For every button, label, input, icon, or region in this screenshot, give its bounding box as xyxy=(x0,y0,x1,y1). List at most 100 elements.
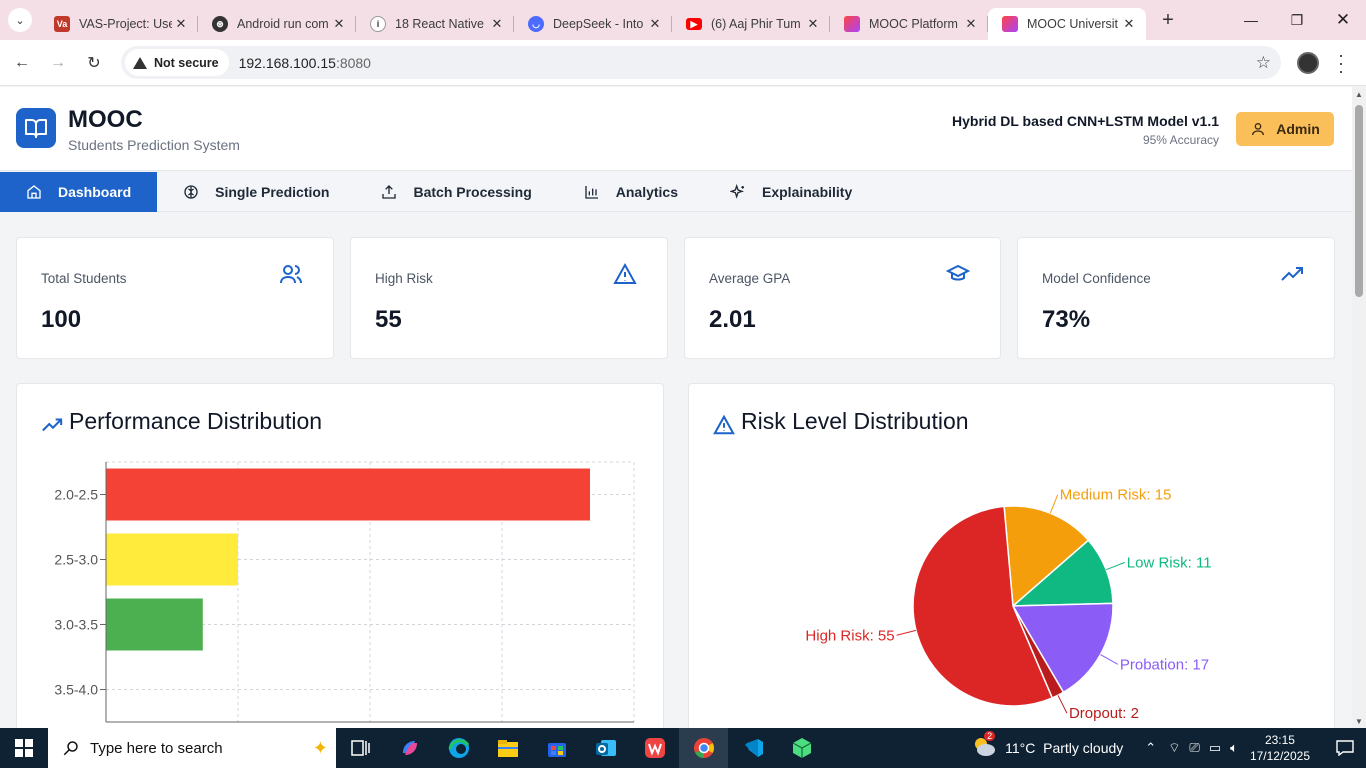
show-hidden-icons-icon[interactable]: ⌃ xyxy=(1145,740,1157,755)
admin-button[interactable]: Admin xyxy=(1236,112,1334,146)
risk-pie-chart: Medium Risk: 15 Low Risk: 11 Probation: 17… xyxy=(805,487,1211,723)
deepseek-favicon-icon: ◡ xyxy=(528,16,544,32)
scroll-up-icon[interactable]: ▲ xyxy=(1355,90,1363,99)
close-icon[interactable]: ✕ xyxy=(807,16,819,31)
y-tick-label: 2.0-2.5 xyxy=(54,487,98,503)
tab-batch-processing[interactable]: Batch Processing xyxy=(355,172,557,212)
url-port: :8080 xyxy=(335,54,371,71)
stat-card-average-gpa: Average GPA 2.01 xyxy=(684,237,1001,359)
pie-slice xyxy=(1011,602,1114,694)
bar xyxy=(106,468,590,521)
task-view-icon[interactable] xyxy=(336,728,385,768)
users-icon xyxy=(280,265,302,284)
tab-analytics[interactable]: Analytics xyxy=(558,172,704,212)
browser-tab[interactable]: Va VAS-Project: Use ✕ xyxy=(40,8,198,40)
start-button[interactable] xyxy=(0,728,48,768)
y-tick-label: 3.0-3.5 xyxy=(54,617,98,633)
url-text[interactable]: 192.168.100.15:8080 xyxy=(239,55,371,71)
stat-label: Model Confidence xyxy=(1042,271,1151,286)
tab-title: Android run com xyxy=(237,17,329,31)
close-icon[interactable]: ✕ xyxy=(1123,16,1135,31)
vscode-icon[interactable] xyxy=(728,728,777,768)
tab-title: (6) Aaj Phir Tum xyxy=(711,17,801,31)
upload-icon xyxy=(382,185,397,199)
forward-button[interactable]: → xyxy=(50,54,66,71)
close-icon[interactable]: ✕ xyxy=(333,16,345,31)
page-scrollbar[interactable]: ▲ ▼ xyxy=(1352,87,1366,728)
bar xyxy=(106,598,203,651)
trending-up-icon xyxy=(1281,267,1303,281)
tab-search-button[interactable]: ⌄ xyxy=(8,8,32,32)
browser-tab[interactable]: ▶ (6) Aaj Phir Tum ✕ xyxy=(672,8,830,40)
close-window-button[interactable]: ✕ xyxy=(1335,10,1351,29)
close-icon[interactable]: ✕ xyxy=(491,16,503,31)
copilot-sparkle-icon: ✦ xyxy=(312,737,328,758)
meet-icon[interactable]: ⎚ xyxy=(1189,740,1200,755)
wps-office-icon[interactable] xyxy=(630,728,679,768)
battery-icon[interactable]: ▭ xyxy=(1208,740,1222,755)
pie-leader-line xyxy=(1057,695,1068,714)
nav-label: Dashboard xyxy=(58,184,132,200)
browser-tab[interactable]: i 18 React Native ✕ xyxy=(356,8,514,40)
omnibox[interactable]: Not secure 192.168.100.15:8080 ☆ xyxy=(121,46,1281,79)
weather-icon[interactable]: 2 xyxy=(971,731,997,761)
close-icon[interactable]: ✕ xyxy=(175,16,187,31)
clock[interactable]: 23:15 17/12/2025 xyxy=(1250,732,1310,764)
back-button[interactable]: ← xyxy=(14,54,30,71)
weather-text[interactable]: 11°C Partly cloudy xyxy=(1005,740,1124,756)
notifications-icon[interactable] xyxy=(1330,728,1360,768)
tab-dashboard[interactable]: Dashboard xyxy=(0,172,158,212)
cube-app-icon[interactable] xyxy=(777,728,826,768)
edge-browser-icon[interactable] xyxy=(434,728,483,768)
browser-tab[interactable]: ⊛ Android run com ✕ xyxy=(198,8,356,40)
scrollbar-thumb[interactable] xyxy=(1355,105,1363,297)
volume-icon[interactable]: 🔈︎ xyxy=(1230,740,1238,755)
network-icon[interactable]: ⌔ xyxy=(1168,740,1181,755)
new-tab-button[interactable]: + xyxy=(1162,8,1174,31)
stat-card-model-confidence: Model Confidence 73% xyxy=(1017,237,1335,359)
taskbar-search[interactable]: Type here to search ✦ xyxy=(48,728,336,768)
browser-tab[interactable]: MOOC Platform ✕ xyxy=(830,8,988,40)
browser-menu-icon[interactable]: · · · xyxy=(1338,45,1344,81)
scroll-down-icon[interactable]: ▼ xyxy=(1355,717,1363,726)
pie-slice-label: Dropout: 2 xyxy=(1069,705,1139,722)
pie-leader-line xyxy=(1100,654,1119,665)
close-icon[interactable]: ✕ xyxy=(965,16,977,31)
tab-title: MOOC Universit xyxy=(1027,17,1118,31)
url-host: 192.168.100.15 xyxy=(238,54,336,71)
tab-single-prediction[interactable]: Single Prediction xyxy=(157,172,355,212)
mooc-favicon-icon xyxy=(1002,16,1018,32)
stat-value: 73% xyxy=(1042,306,1091,333)
tab-title: 18 React Native xyxy=(395,17,484,31)
security-indicator[interactable]: Not secure xyxy=(125,49,229,76)
minimize-button[interactable]: — xyxy=(1244,12,1258,28)
browser-tab[interactable]: ◡ DeepSeek - Into ✕ xyxy=(514,8,672,40)
vas-favicon-icon: Va xyxy=(54,16,70,32)
web-page: MOOC Students Prediction System Hybrid D… xyxy=(0,87,1352,728)
bookmark-star-icon[interactable]: ☆ xyxy=(1255,53,1271,72)
copilot-icon[interactable] xyxy=(385,728,434,768)
chrome-icon[interactable] xyxy=(679,728,728,768)
search-icon xyxy=(63,741,78,756)
user-icon xyxy=(1252,123,1265,136)
graduation-cap-icon xyxy=(946,264,970,281)
close-icon[interactable]: ✕ xyxy=(649,16,661,31)
performance-bar-chart: 2.0-2.5 2.5-3.0 3.0-3.5 3.5-4.0 xyxy=(54,461,635,723)
stat-label: Total Students xyxy=(41,271,127,286)
browser-tab-active[interactable]: MOOC Universit ✕ xyxy=(988,8,1146,40)
tab-explainability[interactable]: Explainability xyxy=(704,172,878,212)
pie-slice-label: Probation: 17 xyxy=(1120,656,1209,673)
pie-slice xyxy=(1010,539,1114,607)
file-explorer-icon[interactable] xyxy=(483,728,532,768)
profile-avatar[interactable] xyxy=(1297,52,1319,74)
stat-label: Average GPA xyxy=(709,271,791,286)
restore-button[interactable]: ❐ xyxy=(1290,11,1304,28)
browser-tab-strip: ⌄ Va VAS-Project: Use ✕ ⊛ Android run co… xyxy=(0,0,1366,40)
outlook-icon[interactable] xyxy=(581,728,630,768)
info-favicon-icon: i xyxy=(370,16,386,32)
brain-icon xyxy=(184,185,198,199)
trending-up-icon xyxy=(42,418,63,432)
clock-date: 17/12/2025 xyxy=(1249,749,1310,763)
reload-button[interactable]: ↻ xyxy=(87,55,101,72)
microsoft-store-icon[interactable] xyxy=(532,728,581,768)
